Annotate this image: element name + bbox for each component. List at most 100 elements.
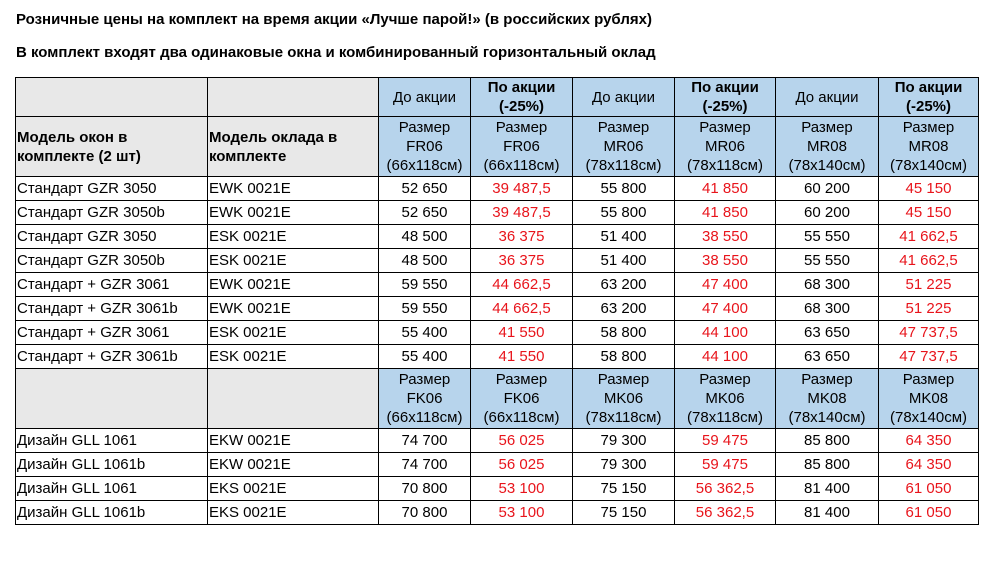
header-during-promo: По акции (-25%)	[878, 77, 979, 117]
size-label: Размер	[801, 371, 853, 388]
price-before-cell: 58 800	[572, 344, 675, 369]
header-empty-cell	[207, 368, 379, 429]
flashing-model-cell: ESK 0021E	[207, 320, 379, 345]
header-during-promo-line2: (-25%)	[702, 98, 748, 115]
size-header-cell: Размер MR08 (78x140см)	[775, 116, 879, 177]
price-promo-cell: 36 375	[470, 224, 573, 249]
price-before-cell: 63 200	[572, 272, 675, 297]
flashing-model-cell: ESK 0021E	[207, 224, 379, 249]
size-header-row: Размер FK06 (66x118см) Размер FK06 (66x118см)…	[15, 368, 979, 429]
price-before-cell: 74 700	[378, 452, 471, 477]
size-label: Размер	[398, 371, 451, 388]
size-code: MK06	[705, 390, 745, 407]
price-promo-cell: 38 550	[674, 224, 776, 249]
size-header-cell: Размер FR06 (66x118см)	[378, 116, 471, 177]
price-before-cell: 55 800	[572, 176, 675, 201]
price-before-cell: 63 650	[775, 320, 879, 345]
price-promo-cell: 41 662,5	[878, 248, 979, 273]
price-promo-cell: 45 150	[878, 200, 979, 225]
size-header-cell: Размер FK06 (66x118см)	[378, 368, 471, 429]
header-before-promo: До акции	[572, 77, 675, 117]
size-code: MR08	[806, 138, 847, 155]
price-promo-cell: 45 150	[878, 176, 979, 201]
price-promo-cell: 53 100	[470, 476, 573, 501]
price-before-cell: 81 400	[775, 476, 879, 501]
size-dimensions: (66x118см)	[386, 157, 463, 174]
size-header-cell: Размер MK06 (78x118см)	[572, 368, 675, 429]
window-model-cell: Дизайн GLL 1061b	[15, 500, 208, 525]
price-before-cell: 85 800	[775, 452, 879, 477]
size-code: MK08	[807, 390, 847, 407]
price-before-cell: 52 650	[378, 200, 471, 225]
size-dimensions: (78x140см)	[889, 409, 967, 426]
price-promo-cell: 53 100	[470, 500, 573, 525]
price-before-cell: 59 550	[378, 272, 471, 297]
price-promo-cell: 41 850	[674, 176, 776, 201]
table-row: Стандарт GZR 3050b ESK 0021E 48 500 36 375 5…	[15, 248, 979, 273]
price-before-cell: 79 300	[572, 428, 675, 453]
header-before-promo: До акции	[775, 77, 879, 117]
price-promo-cell: 41 550	[470, 344, 573, 369]
size-label: Размер	[495, 371, 548, 388]
size-dimensions: (78x118см)	[687, 409, 763, 426]
price-promo-cell: 64 350	[878, 452, 979, 477]
size-label: Размер	[597, 371, 650, 388]
size-header-cell: Размер FR06 (66x118см)	[470, 116, 573, 177]
price-before-cell: 55 400	[378, 320, 471, 345]
header-empty-cell	[15, 368, 208, 429]
table-row: Стандарт + GZR 3061 EWK 0021E 59 550 44 662…	[15, 272, 979, 297]
table-row: Дизайн GLL 1061 EKW 0021E 74 700 56 025 79 3…	[15, 428, 979, 453]
flashing-model-cell: ESK 0021E	[207, 344, 379, 369]
price-before-cell: 51 400	[572, 248, 675, 273]
size-label: Размер	[801, 119, 853, 136]
flashing-model-cell: EKW 0021E	[207, 452, 379, 477]
size-code: MR06	[603, 138, 644, 155]
window-model-cell: Дизайн GLL 1061b	[15, 452, 208, 477]
size-label: Размер	[495, 119, 548, 136]
price-before-cell: 52 650	[378, 176, 471, 201]
flashing-model-cell: EWK 0021E	[207, 272, 379, 297]
size-dimensions: (78x118см)	[687, 157, 763, 174]
size-label: Размер	[597, 119, 650, 136]
size-header-cell: Размер MK08 (78x140см)	[775, 368, 879, 429]
price-table-body: До акции По акции (-25%) До акции По акц…	[15, 77, 979, 525]
table-row: Стандарт + GZR 3061b EWK 0021E 59 550 44 66…	[15, 296, 979, 321]
size-header-cell: Размер MK06 (78x118см)	[674, 368, 776, 429]
window-model-cell: Стандарт GZR 3050b	[15, 248, 208, 273]
flashing-model-cell: EWK 0021E	[207, 176, 379, 201]
window-model-cell: Стандарт GZR 3050b	[15, 200, 208, 225]
flashing-model-cell: EKW 0021E	[207, 428, 379, 453]
price-before-cell: 81 400	[775, 500, 879, 525]
price-promo-cell: 51 225	[878, 296, 979, 321]
size-dimensions: (66x118см)	[483, 157, 560, 174]
table-row: Стандарт GZR 3050 ESK 0021E 48 500 36 375 51…	[15, 224, 979, 249]
table-row: Дизайн GLL 1061b EKW 0021E 74 700 56 025 79 …	[15, 452, 979, 477]
header-during-promo: По акции (-25%)	[674, 77, 776, 117]
size-code: FK06	[406, 390, 443, 407]
size-code: MK06	[603, 390, 644, 407]
price-promo-cell: 44 662,5	[470, 296, 573, 321]
header-during-promo-line1: По акции	[691, 79, 759, 96]
header-empty-cell	[207, 77, 379, 117]
price-promo-cell: 59 475	[674, 428, 776, 453]
size-dimensions: (78x140см)	[889, 157, 967, 174]
window-model-cell: Стандарт + GZR 3061b	[15, 344, 208, 369]
window-model-cell: Стандарт GZR 3050	[15, 224, 208, 249]
price-promo-cell: 64 350	[878, 428, 979, 453]
size-label: Размер	[902, 371, 955, 388]
size-dimensions: (66x118см)	[483, 409, 560, 426]
header-during-promo-line1: По акции	[487, 79, 556, 96]
header-empty-cell	[15, 77, 208, 117]
price-promo-cell: 61 050	[878, 476, 979, 501]
price-promo-cell: 39 487,5	[470, 176, 573, 201]
price-promo-cell: 56 362,5	[674, 500, 776, 525]
price-before-cell: 55 800	[572, 200, 675, 225]
size-code: FK06	[503, 390, 540, 407]
price-promo-cell: 47 400	[674, 272, 776, 297]
size-header-cell: Размер MK08 (78x140см)	[878, 368, 979, 429]
price-before-cell: 48 500	[378, 224, 471, 249]
price-before-cell: 55 550	[775, 224, 879, 249]
size-code: FR06	[406, 138, 443, 155]
price-before-cell: 70 800	[378, 500, 471, 525]
price-promo-cell: 41 662,5	[878, 224, 979, 249]
